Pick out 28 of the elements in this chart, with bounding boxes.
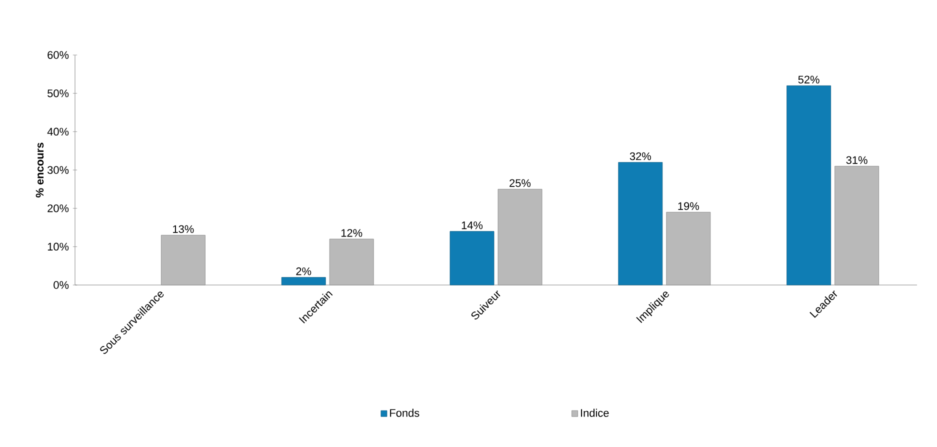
y-tick-label: 60% (48, 51, 69, 59)
bar (786, 85, 832, 286)
data-label: 32% (630, 152, 651, 160)
legend-label: Indice (581, 408, 609, 417)
data-label: 12% (341, 229, 362, 237)
bar (161, 234, 206, 286)
bar (666, 212, 711, 286)
legend-label: Fonds (390, 408, 420, 417)
data-label: 14% (462, 221, 483, 230)
data-label: 13% (173, 225, 194, 233)
bar (834, 166, 880, 286)
data-label: 25% (510, 179, 531, 187)
y-tick-label: 40% (47, 128, 69, 136)
data-label: 31% (846, 156, 868, 164)
bar (618, 162, 663, 286)
bar (329, 238, 374, 286)
data-label: 52% (798, 76, 820, 84)
bar (498, 188, 542, 286)
bar (281, 277, 326, 286)
y-tick-label: 0% (54, 281, 69, 289)
y-tick-label: 50% (48, 89, 69, 98)
y-tick-label: 20% (48, 204, 69, 212)
y-axis-title: % encours (36, 142, 44, 198)
data-label: 2% (296, 267, 312, 276)
y-tick-label: 10% (48, 242, 69, 251)
data-label: 19% (678, 202, 699, 210)
bar (450, 231, 494, 286)
y-tick-label: 30% (48, 166, 69, 174)
